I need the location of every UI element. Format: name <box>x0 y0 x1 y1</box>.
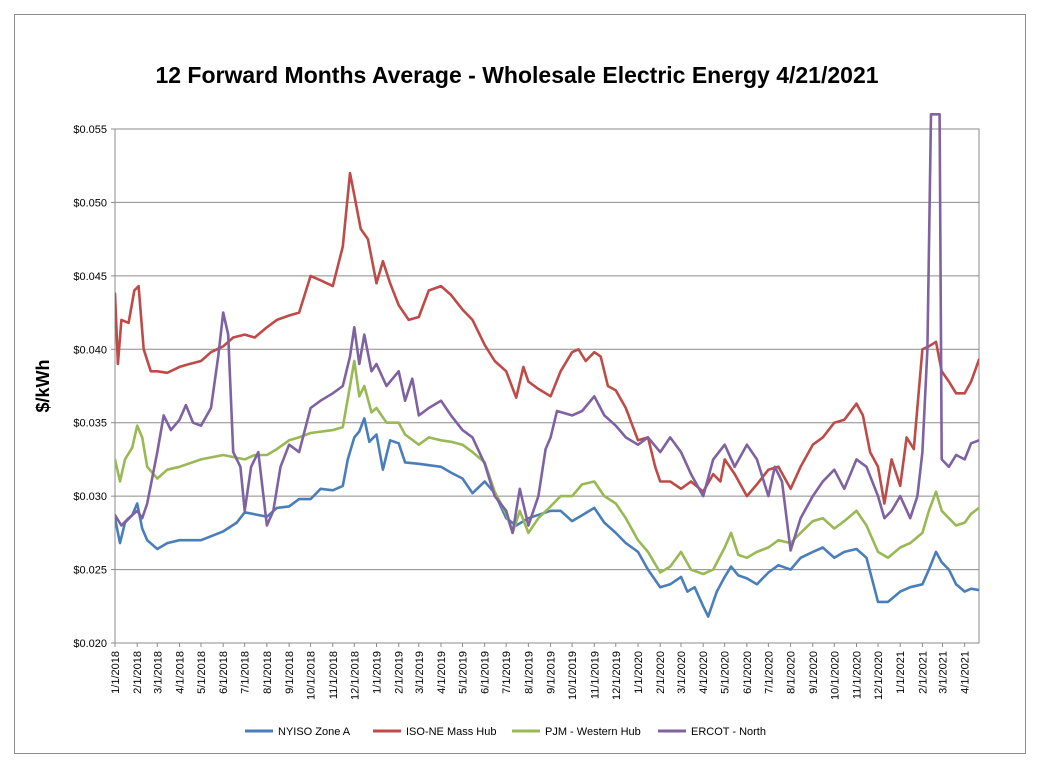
x-tick-label: 12/1/2020 <box>873 651 885 700</box>
legend-label: ERCOT - North <box>691 726 766 738</box>
x-tick-label: 10/1/2020 <box>829 651 841 700</box>
series-line-3 <box>115 359 979 576</box>
x-tick-label: 8/1/2019 <box>523 651 535 694</box>
x-tick-label: 4/1/2018 <box>174 651 186 694</box>
x-tick-label: 3/1/2018 <box>152 651 164 694</box>
legend-label: NYISO Zone A <box>278 726 351 738</box>
x-tick-label: 4/1/2020 <box>698 651 710 694</box>
plot-area <box>114 128 980 644</box>
x-tick-label: 1/1/2018 <box>110 651 122 694</box>
x-tick-label: 7/1/2018 <box>240 651 252 694</box>
x-tick-label: 6/1/2019 <box>480 651 492 694</box>
y-tick-label: $0.055 <box>73 124 107 136</box>
legend-item: ISO-NE Mass Hub <box>373 726 496 738</box>
x-tick-label: 11/1/2019 <box>589 651 601 699</box>
x-tick-label: 5/1/2019 <box>457 651 469 694</box>
x-tick-label: 7/1/2019 <box>501 651 513 694</box>
y-tick-label: $0.025 <box>73 565 107 577</box>
legend-item: ERCOT - North <box>658 726 766 738</box>
x-tick-label: 2/1/2019 <box>394 651 406 694</box>
x-tick-label: 3/1/2019 <box>414 651 426 694</box>
y-tick-label: $0.040 <box>73 344 107 356</box>
x-tick-label: 10/1/2018 <box>306 651 318 700</box>
legend-item: PJM - Western Hub <box>512 726 641 738</box>
x-tick-label: 11/1/2018 <box>328 651 340 699</box>
x-tick-label: 5/1/2018 <box>196 651 208 694</box>
x-tick-label: 10/1/2019 <box>567 651 579 700</box>
x-tick-label: 5/1/2020 <box>720 651 732 694</box>
x-tick-label: 7/1/2020 <box>763 651 775 694</box>
gridlines <box>115 128 979 644</box>
y-axis-label: $/kWh <box>33 359 53 412</box>
y-tick-label: $0.030 <box>73 491 107 503</box>
x-tick-label: 6/1/2020 <box>742 651 754 694</box>
x-tick-label: 3/1/2020 <box>676 651 688 694</box>
legend: NYISO Zone A ISO-NE Mass Hub PJM - Western… <box>245 726 766 738</box>
series-line-4 <box>115 113 979 552</box>
y-tick-label: $0.020 <box>73 638 107 650</box>
x-tick-label: 4/1/2021 <box>960 651 972 694</box>
x-tick-label: 3/1/2021 <box>937 651 949 694</box>
chart-frame: 12 Forward Months Average - Wholesale El… <box>14 14 1026 754</box>
x-tick-label: 2/1/2018 <box>132 651 144 694</box>
x-tick-label: 1/1/2019 <box>371 651 383 694</box>
x-tick-label: 12/1/2019 <box>611 651 623 700</box>
x-tick-label: 4/1/2019 <box>436 651 448 694</box>
legend-item: NYISO Zone A <box>245 726 351 738</box>
x-axis: 1/1/2018 2/1/2018 3/1/2018 4/1/2018 5/1/2018… <box>110 643 972 700</box>
chart-title: 12 Forward Months Average - Wholesale El… <box>155 62 878 88</box>
x-tick-label: 8/1/2020 <box>786 651 798 694</box>
y-tick-label: $0.045 <box>73 271 107 283</box>
series-lines <box>115 113 979 618</box>
y-tick-label: $0.035 <box>73 418 107 430</box>
x-tick-label: 11/1/2020 <box>851 651 863 699</box>
x-tick-label: 6/1/2018 <box>218 651 230 694</box>
series-line-2 <box>115 171 979 505</box>
legend-label: PJM - Western Hub <box>545 726 641 738</box>
x-tick-label: 9/1/2019 <box>546 651 558 694</box>
x-tick-label: 9/1/2018 <box>284 651 296 694</box>
x-tick-label: 2/1/2020 <box>655 651 667 694</box>
x-tick-label: 9/1/2020 <box>808 651 820 694</box>
y-tick-label: $0.050 <box>73 197 107 209</box>
x-tick-label: 12/1/2018 <box>349 651 361 700</box>
y-axis: $0.020 $0.025 $0.030 $0.035 $0.040 $0.045 $0.0… <box>73 124 115 650</box>
x-tick-label: 2/1/2021 <box>917 651 929 694</box>
line-chart: 12 Forward Months Average - Wholesale El… <box>33 62 980 738</box>
x-tick-label: 1/1/2021 <box>895 651 907 694</box>
x-tick-label: 1/1/2020 <box>633 651 645 694</box>
x-tick-label: 8/1/2018 <box>262 651 274 694</box>
legend-label: ISO-NE Mass Hub <box>406 726 496 738</box>
